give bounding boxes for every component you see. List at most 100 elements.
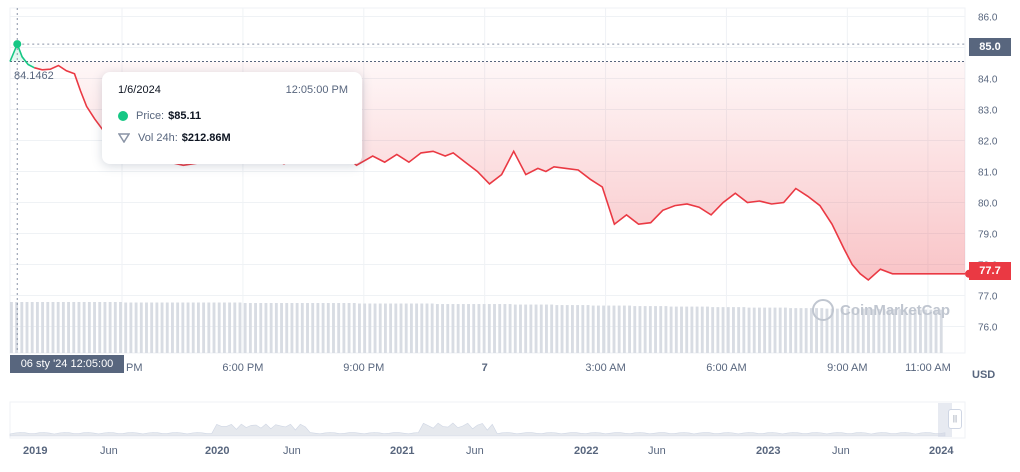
volume-bar xyxy=(820,308,824,353)
volume-bar xyxy=(513,304,517,353)
volume-bar xyxy=(919,309,922,353)
volume-bar xyxy=(799,308,803,353)
volume-bar xyxy=(700,306,704,353)
volume-bar xyxy=(41,302,45,353)
tooltip-price-value: $85.11 xyxy=(168,110,202,122)
volume-bar xyxy=(399,303,403,353)
volume-bar xyxy=(113,302,117,353)
volume-bar xyxy=(586,305,590,353)
volume-bar xyxy=(841,308,844,353)
volume-bar xyxy=(680,306,683,353)
volume-bar xyxy=(581,305,585,353)
volume-bar xyxy=(306,303,309,353)
volume-bar xyxy=(545,304,548,353)
volume-bar xyxy=(711,307,715,353)
volume-bar xyxy=(721,307,725,353)
volume-bar xyxy=(347,303,351,353)
volume-bar xyxy=(93,302,96,353)
tooltip-volume-value: $212.86M xyxy=(181,132,231,144)
volume-bar xyxy=(337,303,341,353)
volume-bar xyxy=(825,308,829,353)
volume-bar xyxy=(233,302,237,353)
volume-bar xyxy=(77,302,81,353)
volume-bar xyxy=(638,306,642,353)
volume-bar xyxy=(861,308,865,353)
volume-bar xyxy=(773,307,777,353)
price-tooltip: 1/6/2024 12:05:00 PM Price: $85.11 Vol 2… xyxy=(102,72,362,164)
volume-bar xyxy=(877,309,881,353)
volume-bar xyxy=(82,302,86,353)
y-tick-label: 82.0 xyxy=(978,137,998,148)
volume-bar xyxy=(560,305,564,353)
volume-bar xyxy=(555,305,559,353)
navigator-tick-label: 2023 xyxy=(756,445,781,457)
volume-bar xyxy=(815,308,818,353)
tooltip-time: 12:05:00 PM xyxy=(285,84,348,96)
navigator-tick-label: Jun xyxy=(283,445,301,457)
coinmarketcap-watermark: CoinMarketCap xyxy=(812,299,950,321)
volume-bar xyxy=(752,307,756,353)
y-tick-label: 86.0 xyxy=(978,13,998,24)
volume-bar xyxy=(607,305,611,353)
volume-bar xyxy=(150,302,154,353)
volume-bar xyxy=(732,307,735,353)
volume-bar xyxy=(207,302,211,353)
volume-bar xyxy=(461,304,465,353)
volume-bar xyxy=(67,302,70,353)
volume-icon xyxy=(118,133,130,143)
tooltip-price-label: Price: xyxy=(136,110,165,122)
volume-bar xyxy=(25,302,29,353)
volume-bar xyxy=(46,302,50,353)
volume-bar xyxy=(373,303,377,353)
volume-bar xyxy=(669,306,673,353)
volume-bar xyxy=(145,302,148,353)
volume-bar xyxy=(887,309,891,353)
volume-bar xyxy=(404,303,408,353)
volume-bar xyxy=(867,309,870,353)
x-tick-label: 9:00 AM xyxy=(827,362,867,374)
volume-bar xyxy=(191,302,195,353)
volume-bar xyxy=(778,307,782,353)
volume-bar xyxy=(612,305,616,353)
volume-bar xyxy=(358,303,361,353)
volume-bar xyxy=(311,303,315,353)
volume-bar xyxy=(659,306,663,353)
volume-bar xyxy=(103,302,107,353)
volume-bar xyxy=(726,307,730,353)
x-tick-label: 3:00 AM xyxy=(585,362,625,374)
volume-bar xyxy=(508,304,512,353)
volume-bar xyxy=(939,309,943,353)
volume-bar xyxy=(264,303,268,353)
volume-bar xyxy=(835,308,839,353)
navigator-tick-label: Jun xyxy=(466,445,484,457)
volume-bar xyxy=(165,302,169,353)
volume-bar xyxy=(254,303,257,353)
volume-bar xyxy=(15,302,19,353)
x-tick-label: 7 xyxy=(482,362,488,374)
volume-bar xyxy=(503,304,507,353)
volume-bar xyxy=(830,308,834,353)
volume-bar xyxy=(389,303,393,353)
volume-bar xyxy=(633,306,637,353)
volume-bar xyxy=(747,307,751,353)
volume-bar xyxy=(934,309,938,353)
volume-bar xyxy=(898,309,902,353)
current-price-tag: 77.7 xyxy=(969,262,1011,280)
volume-bar xyxy=(409,303,413,353)
volume-bar xyxy=(622,305,626,353)
volume-bar xyxy=(498,304,502,353)
volume-bar xyxy=(134,302,138,353)
volume-bar xyxy=(222,302,226,353)
y-tick-label: 84.0 xyxy=(978,75,998,86)
tooltip-volume-label: Vol 24h: xyxy=(138,132,178,144)
navigator-tick-label: 2021 xyxy=(390,445,415,457)
volume-bar xyxy=(487,304,491,353)
volume-bar xyxy=(809,308,813,353)
cursor-time-label: 06 sty '24 12:05:00 xyxy=(10,355,124,373)
volume-bar xyxy=(617,305,621,353)
volume-bar xyxy=(290,303,294,353)
volume-bar xyxy=(72,302,76,353)
volume-bar xyxy=(87,302,91,353)
navigator-range-handle[interactable]: || xyxy=(948,409,962,429)
